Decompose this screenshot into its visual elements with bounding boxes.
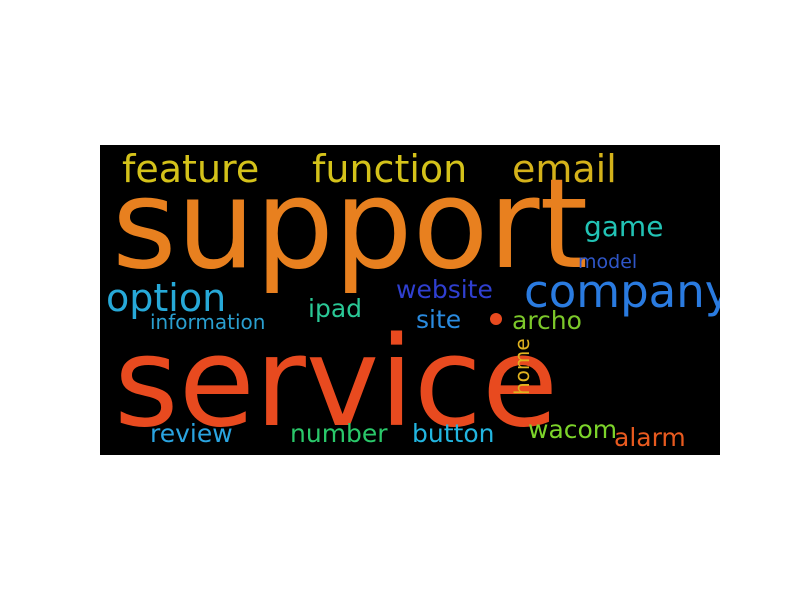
word-support: support bbox=[112, 153, 589, 297]
word-button: button bbox=[412, 419, 495, 448]
word-website: website bbox=[396, 275, 493, 304]
word-option: option bbox=[106, 276, 227, 320]
word-home: home bbox=[510, 338, 534, 395]
word-email: email bbox=[512, 147, 617, 191]
word-company: company bbox=[524, 265, 720, 318]
word-feature: feature bbox=[122, 147, 260, 191]
word-alarm: alarm bbox=[614, 423, 686, 452]
word-ipad: ipad bbox=[308, 294, 363, 323]
word-number: number bbox=[290, 419, 388, 448]
word-cloud: feature function email support game mode… bbox=[100, 145, 720, 455]
word-service: service bbox=[114, 311, 559, 455]
word-review: review bbox=[150, 419, 233, 448]
word-game: game bbox=[584, 210, 664, 243]
word-model: model bbox=[578, 251, 638, 273]
word-site: site bbox=[416, 305, 462, 334]
word-wacom: wacom bbox=[528, 415, 618, 444]
word-archo: archo bbox=[512, 306, 582, 335]
dot-mark bbox=[490, 313, 502, 325]
word-function: function bbox=[312, 147, 468, 191]
word-information: information bbox=[150, 310, 266, 334]
